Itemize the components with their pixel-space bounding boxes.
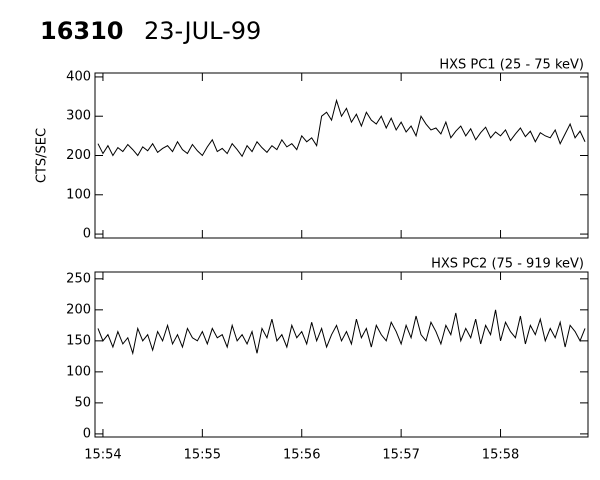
x-tick-label: 15:58 [482, 448, 519, 463]
y-tick-label: 300 [66, 109, 91, 124]
y-tick-label: 150 [66, 333, 91, 348]
y-axis-label: CTS/SEC [35, 128, 50, 183]
x-tick-label: 15:57 [382, 448, 419, 463]
y-tick-label: 50 [74, 395, 91, 410]
x-tick-label: 15:55 [184, 448, 221, 463]
y-tick-label: 0 [83, 426, 91, 441]
plot-frame [94, 271, 589, 438]
x-tick-label: 15:56 [283, 448, 320, 463]
data-line [97, 309, 586, 356]
data-line [97, 98, 586, 158]
y-tick-label: 0 [83, 227, 91, 242]
y-tick-label: 100 [66, 187, 91, 202]
y-tick-label: 200 [66, 148, 91, 163]
y-tick-label: 200 [66, 302, 91, 317]
panel-title: HXS PC1 (25 - 75 keV) [439, 58, 584, 73]
record-date: 23-JUL-99 [144, 17, 261, 45]
record-number: 16310 [40, 17, 124, 45]
y-tick-label: 250 [66, 271, 91, 286]
panel-title: HXS PC2 (75 - 919 keV) [431, 257, 584, 272]
y-tick-label: 400 [66, 69, 91, 84]
y-tick-label: 100 [66, 364, 91, 379]
x-tick-label: 15:54 [84, 448, 121, 463]
